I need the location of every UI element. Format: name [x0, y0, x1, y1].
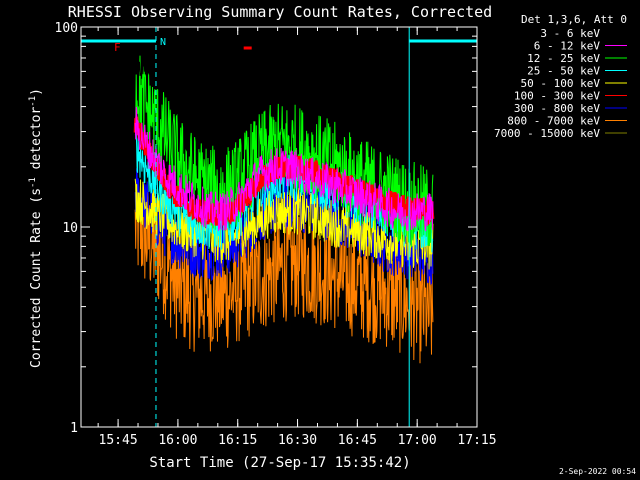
plot-area [133, 52, 435, 364]
y-axis-label: Corrected Count Rate (s-1 detector-1) [28, 88, 44, 368]
night-marker-label: N [160, 37, 166, 48]
y-tick-label: 100 [55, 21, 78, 36]
legend-label: 25 - 50 keV [527, 65, 600, 78]
x-tick-label: 15:45 [99, 433, 138, 448]
y-tick-label: 10 [62, 221, 78, 236]
y-axis-label-close: ) [29, 88, 44, 96]
legend-label: 300 - 800 keV [514, 102, 600, 115]
x-tick-label: 16:15 [218, 433, 257, 448]
legend-label: 3 - 6 keV [540, 27, 600, 40]
flare-marker-label: F [114, 41, 121, 54]
y-axis-label-mid: detector [29, 107, 44, 178]
y-axis-label-exp-2: -1 [28, 96, 38, 107]
legend-label: 12 - 25 keV [527, 52, 600, 65]
legend-label: 6 - 12 keV [534, 40, 601, 53]
chart-title: RHESSI Observing Summary Count Rates, Co… [68, 3, 492, 21]
legend-header: Det 1,3,6, Att 0 [521, 13, 627, 26]
series-line-1 [134, 106, 434, 232]
legend-label: 7000 - 15000 keV [494, 127, 600, 140]
series-line-4 [134, 178, 434, 270]
x-tick-label: 16:45 [338, 433, 377, 448]
y-tick-label: 1 [70, 421, 78, 436]
series-line-0 [134, 52, 434, 86]
x-tick-label: 16:30 [278, 433, 317, 448]
legend-label: 800 - 7000 keV [507, 115, 600, 128]
y-axis-label-exp-1: -1 [28, 177, 38, 188]
x-tick-label: 17:00 [398, 433, 437, 448]
x-tick-label: 17:15 [457, 433, 496, 448]
timestamp: 2-Sep-2022 00:54 [559, 467, 636, 476]
legend-label: 50 - 100 keV [521, 77, 601, 90]
axes: N F 15:45 16:00 16:15 16:30 16:45 17:00 17:15 1 10… [55, 21, 497, 448]
legend-label: 100 - 300 keV [514, 90, 600, 103]
y-axis-label-main: Corrected Count Rate (s [29, 188, 44, 368]
x-axis-label: Start Time (27-Sep-17 15:35:42) [149, 455, 410, 471]
x-tick-label: 16:00 [158, 433, 197, 448]
